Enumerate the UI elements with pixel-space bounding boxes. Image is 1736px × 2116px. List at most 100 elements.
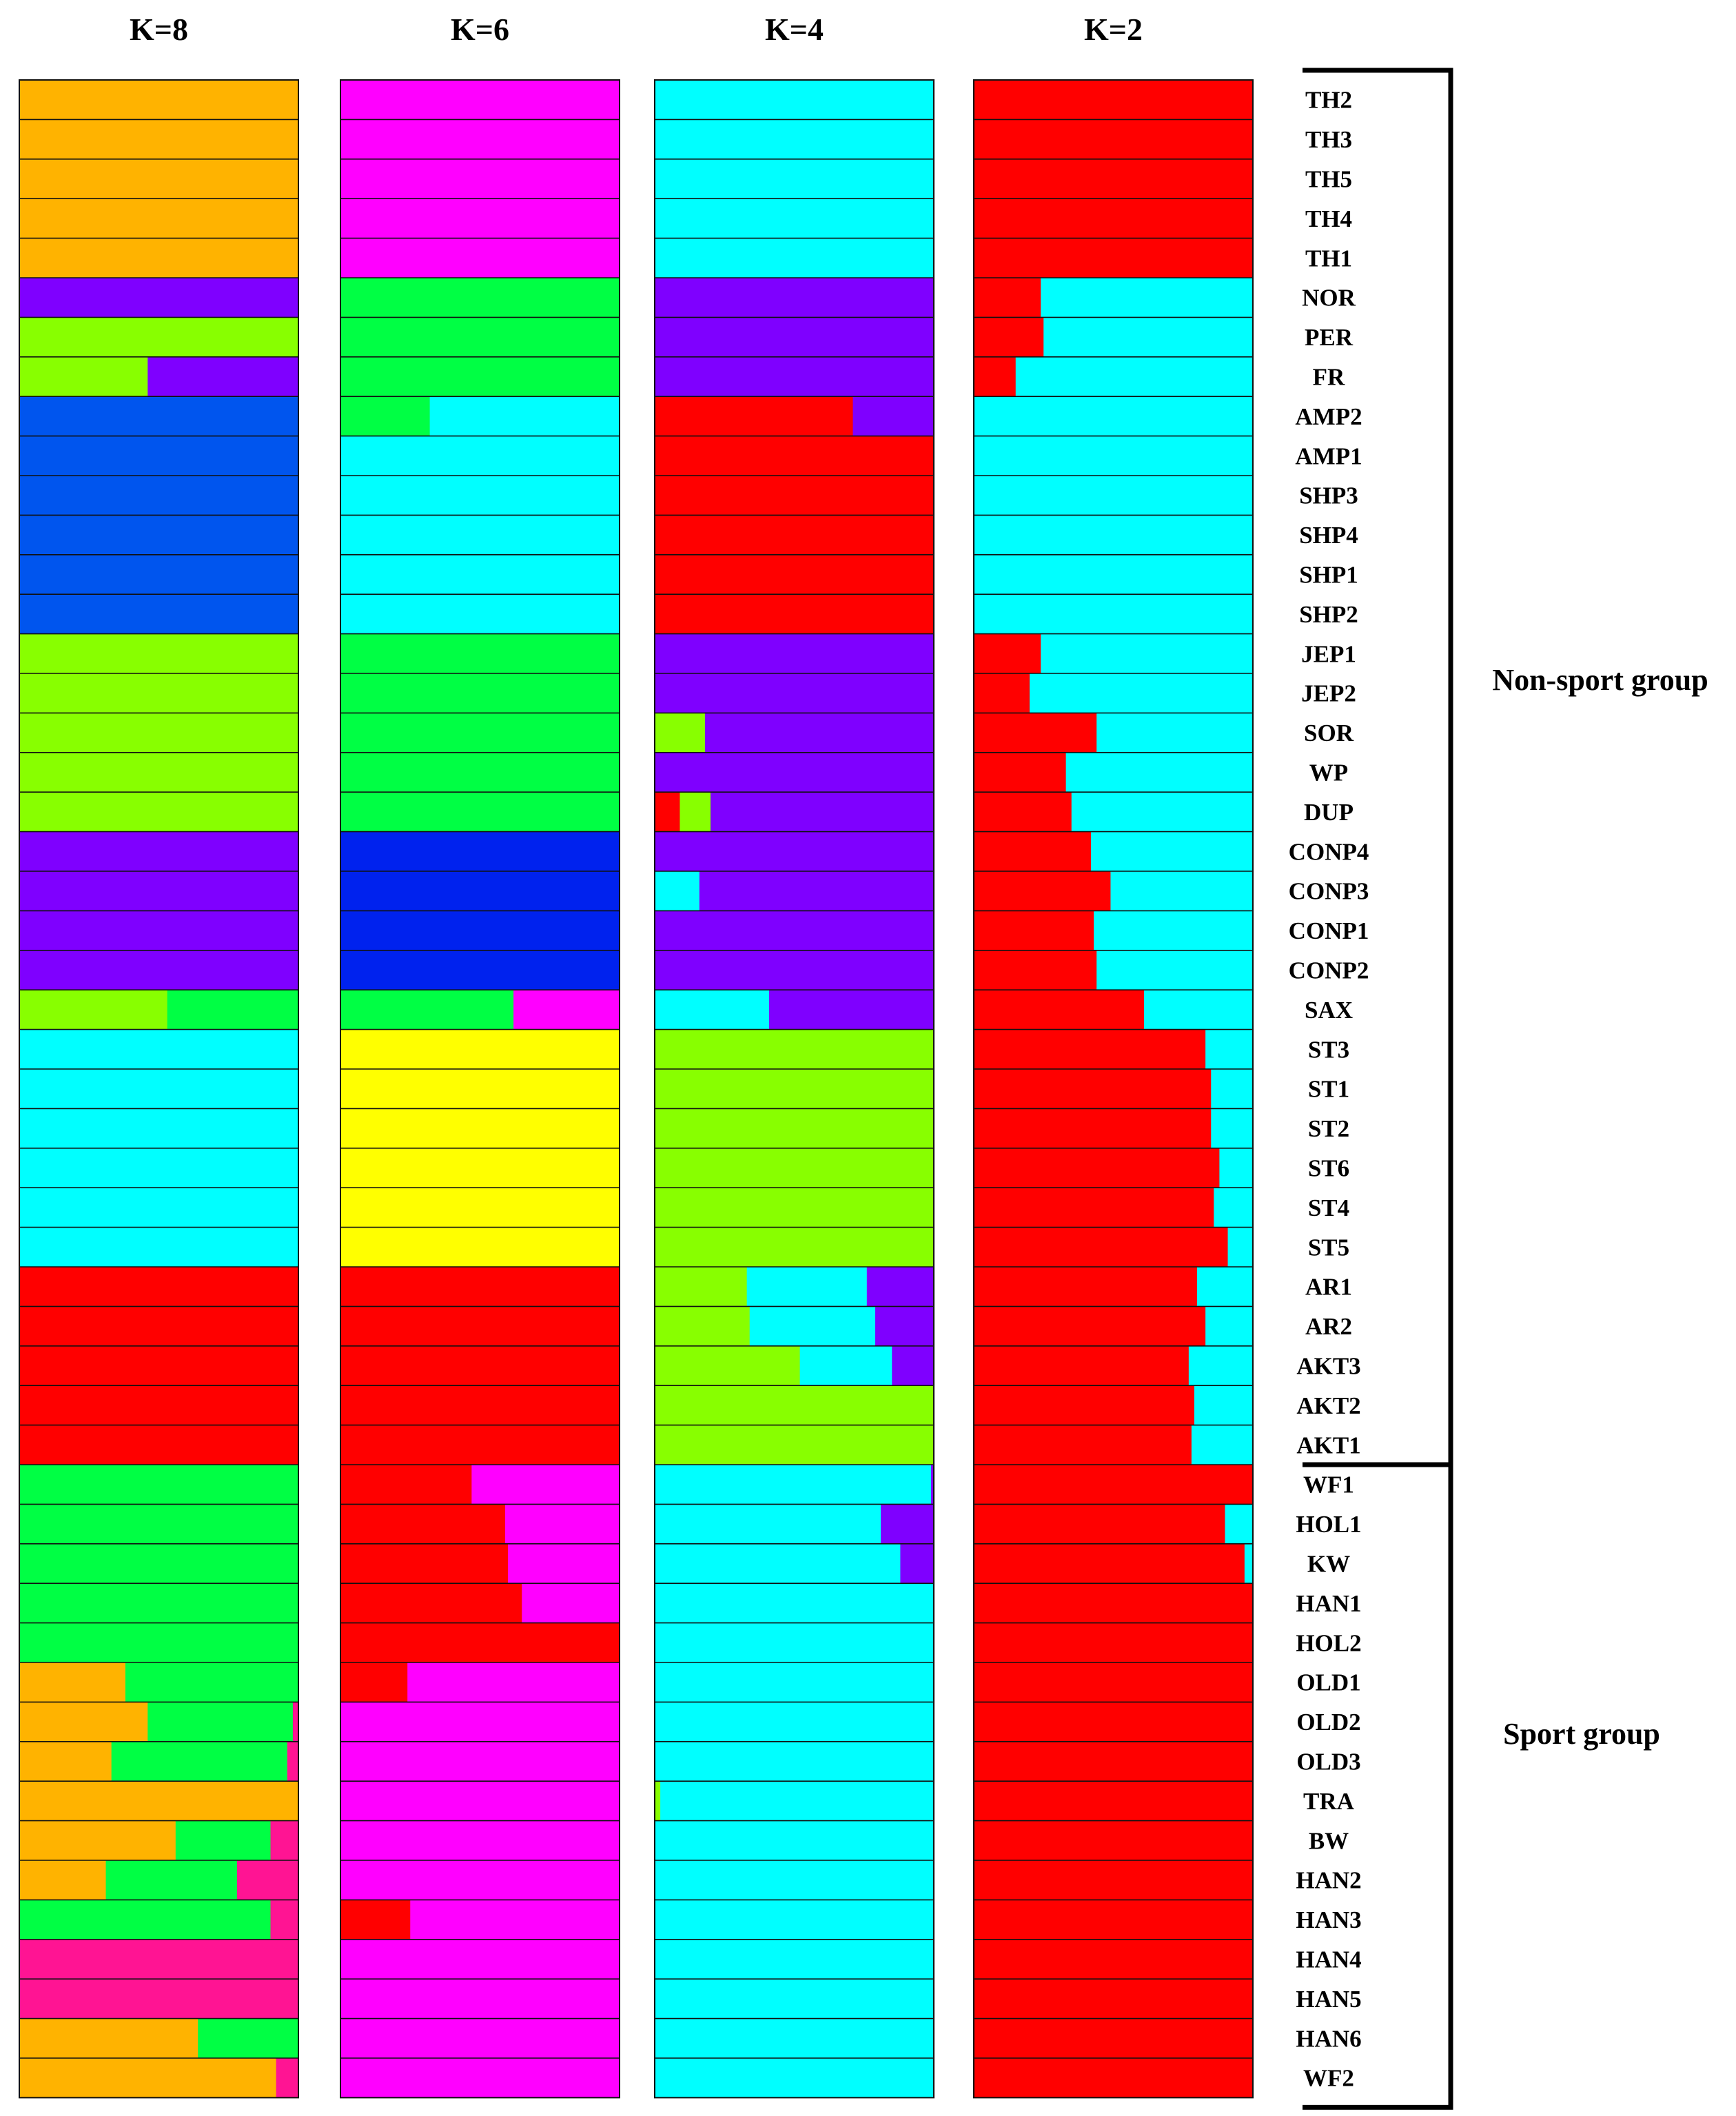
bar-segment-han5-pink bbox=[19, 1979, 299, 2020]
bar-segment-st2-cyan bbox=[1211, 1108, 1254, 1149]
bar-segment-conp3-purple bbox=[699, 871, 935, 911]
bar-segment-shp1-cyan bbox=[340, 554, 620, 595]
bar-segment-hol2-cyan bbox=[655, 1622, 935, 1663]
bar-segment-sor-purple bbox=[704, 713, 935, 753]
bar-segment-old3-pink bbox=[287, 1741, 299, 1782]
bar-segment-amp2-cyan bbox=[974, 396, 1254, 437]
bar-segment-han6-green bbox=[198, 2018, 299, 2059]
bar-segment-bw-red bbox=[974, 1820, 1254, 1861]
bar-segment-shp2-cyan bbox=[974, 594, 1254, 635]
row-label-han4: HAN4 bbox=[1296, 1946, 1361, 1973]
panel-k8 bbox=[19, 79, 299, 2099]
row-label-st5: ST5 bbox=[1308, 1234, 1349, 1261]
bar-segment-nor-green bbox=[340, 278, 620, 318]
panel-frame bbox=[19, 79, 299, 2099]
bar-segment-th1-orange bbox=[19, 238, 299, 278]
bar-segment-bw-green bbox=[175, 1820, 272, 1861]
bar-segment-shp2-cyan bbox=[340, 594, 620, 635]
bar-segment-wf2-orange bbox=[19, 2058, 277, 2098]
bar-segment-kw-magenta bbox=[508, 1543, 620, 1584]
bar-segment-shp3-cyan bbox=[974, 476, 1254, 516]
row-label-han5: HAN5 bbox=[1296, 1986, 1361, 2013]
bar-segment-akt3-red bbox=[19, 1345, 299, 1386]
row-label-han2: HAN2 bbox=[1296, 1867, 1361, 1894]
bar-segment-ar2-cyan bbox=[749, 1306, 876, 1347]
bar-segment-wp-cyan bbox=[1065, 752, 1254, 793]
panel-title-k6: K=6 bbox=[451, 12, 509, 47]
row-label-conp2: CONP2 bbox=[1289, 957, 1369, 984]
row-label-th1: TH1 bbox=[1305, 245, 1352, 272]
row-label-st4: ST4 bbox=[1308, 1194, 1349, 1221]
bar-segment-th4-magenta bbox=[340, 199, 620, 239]
bar-segment-han2-cyan bbox=[655, 1860, 935, 1900]
bar-segment-amp1-red bbox=[655, 436, 935, 476]
bar-segment-sax-cyan bbox=[655, 990, 770, 1030]
bar-segment-sax-magenta bbox=[513, 990, 620, 1030]
bar-segment-amp1-cyan bbox=[974, 436, 1254, 476]
bar-segment-han6-cyan bbox=[655, 2018, 935, 2059]
panel-k6 bbox=[340, 79, 620, 2099]
row-label-akt2: AKT2 bbox=[1296, 1392, 1360, 1419]
row-label-sax: SAX bbox=[1305, 997, 1353, 1024]
bar-segment-st2-red bbox=[974, 1108, 1212, 1149]
bar-segment-dup-lime bbox=[19, 792, 299, 833]
bar-segment-wf1-green bbox=[19, 1465, 299, 1505]
bar-segment-th2-orange bbox=[19, 80, 299, 120]
bar-segment-st5-yellow bbox=[340, 1227, 620, 1268]
panels bbox=[19, 79, 1254, 2099]
bar-segment-dup-cyan bbox=[1071, 792, 1254, 833]
bar-segment-hol1-red bbox=[340, 1504, 506, 1545]
row-label-tra: TRA bbox=[1303, 1788, 1355, 1815]
bar-segment-sax-green bbox=[340, 990, 514, 1030]
panel-frame bbox=[973, 79, 1254, 2099]
bar-segment-sax-red bbox=[974, 990, 1145, 1030]
bar-segment-dup-lime bbox=[680, 792, 711, 833]
row-label-shp2: SHP2 bbox=[1299, 601, 1358, 628]
bar-segment-hol2-green bbox=[19, 1622, 299, 1663]
bar-segment-hol1-magenta bbox=[504, 1504, 620, 1545]
row-labels: TH2 TH3 TH5 TH4 TH1 NOR PER FR AMP2 AMP1 SHP3 SHP4 S… bbox=[1289, 87, 1369, 2092]
bar-segment-hol1-red bbox=[974, 1504, 1226, 1545]
bar-segment-han2-green bbox=[105, 1860, 238, 1900]
bar-segment-th5-magenta bbox=[340, 159, 620, 199]
bar-segment-bw-magenta bbox=[340, 1820, 620, 1861]
bar-segment-st1-cyan bbox=[19, 1069, 299, 1109]
bar-segment-ar2-purple bbox=[875, 1306, 935, 1347]
bar-segment-fr-cyan bbox=[1015, 356, 1254, 397]
bar-segment-shp1-red bbox=[655, 554, 935, 595]
bar-segment-st3-lime bbox=[655, 1029, 935, 1070]
bar-segment-per-cyan bbox=[1043, 317, 1254, 358]
bar-segment-fr-purple bbox=[655, 356, 935, 397]
row-label-fr: FR bbox=[1313, 364, 1345, 391]
bar-segment-ar1-purple bbox=[866, 1267, 935, 1307]
bar-segment-shp2-blue bbox=[19, 594, 299, 635]
bar-segment-han1-magenta bbox=[522, 1583, 620, 1624]
bar-segment-per-purple bbox=[655, 317, 935, 358]
bar-segment-st1-lime bbox=[655, 1069, 935, 1109]
bar-segment-jep1-purple bbox=[655, 633, 935, 674]
row-label-shp1: SHP1 bbox=[1299, 562, 1358, 589]
bar-segment-wf2-pink bbox=[276, 2058, 299, 2098]
row-label-wp: WP bbox=[1309, 760, 1348, 786]
row-label-akt1: AKT1 bbox=[1296, 1432, 1360, 1458]
bar-segment-conp1-purple bbox=[19, 911, 299, 951]
bar-segment-shp3-cyan bbox=[340, 476, 620, 516]
bar-segment-hol1-green bbox=[19, 1504, 299, 1545]
bar-segment-han5-red bbox=[974, 1979, 1254, 2020]
bar-segment-hol1-purple bbox=[881, 1504, 935, 1545]
bar-segment-st2-lime bbox=[655, 1108, 935, 1149]
sport-bracket bbox=[1303, 1465, 1453, 2110]
bar-segment-akt2-lime bbox=[655, 1385, 935, 1426]
bar-segment-han4-pink bbox=[19, 1939, 299, 1980]
bar-segment-st4-lime bbox=[655, 1188, 935, 1228]
bar-segment-bw-pink bbox=[270, 1820, 299, 1861]
bar-segment-han6-red bbox=[974, 2018, 1254, 2059]
bar-segment-th2-red bbox=[974, 80, 1254, 120]
bar-segment-old1-green bbox=[125, 1662, 299, 1702]
bar-segment-old2-green bbox=[147, 1702, 294, 1742]
bar-segment-han3-pink bbox=[270, 1900, 299, 1940]
row-label-st1: ST1 bbox=[1308, 1076, 1349, 1103]
panel-frame bbox=[340, 79, 620, 2099]
bar-segment-st4-red bbox=[974, 1188, 1214, 1228]
bar-segment-old2-orange bbox=[19, 1702, 148, 1742]
